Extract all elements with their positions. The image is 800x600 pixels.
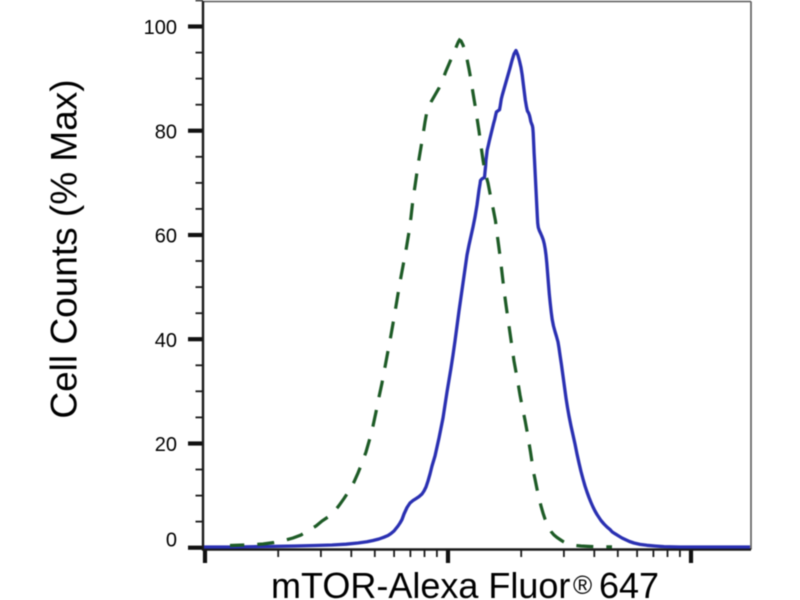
svg-text:80: 80 [155, 121, 177, 143]
svg-text:®: ® [573, 570, 592, 600]
svg-text:40: 40 [155, 330, 177, 352]
svg-text:647: 647 [599, 565, 659, 600]
svg-text:60: 60 [155, 226, 177, 248]
svg-text:Cell Counts (% Max): Cell Counts (% Max) [44, 79, 85, 418]
svg-text:0: 0 [166, 529, 177, 551]
svg-text:100: 100 [144, 17, 177, 39]
svg-text:mTOR-Alexa Fluor: mTOR-Alexa Fluor [271, 565, 570, 600]
svg-text:20: 20 [155, 434, 177, 456]
